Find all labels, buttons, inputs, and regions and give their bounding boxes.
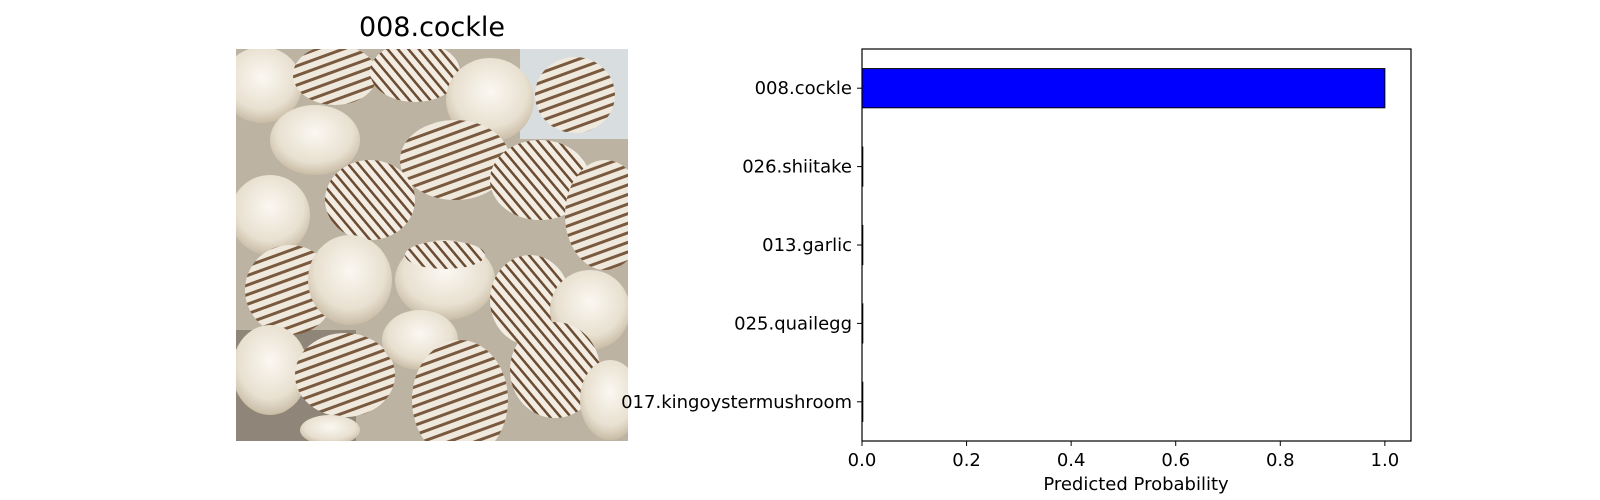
- image-title: 008.cockle: [358, 12, 506, 43]
- x-tick-label: 0.8: [1266, 450, 1295, 471]
- bar-008.cockle: [861, 68, 1386, 109]
- x-tick-label: 0.4: [1057, 450, 1086, 471]
- x-tick-label: 1.0: [1371, 450, 1400, 471]
- y-tick-label: 017.kingoystermushroom: [621, 392, 852, 413]
- x-tick-label: 0.0: [848, 450, 877, 471]
- x-axis-label: Predicted Probability: [1043, 474, 1229, 495]
- x-tick-label: 0.2: [952, 450, 981, 471]
- y-tick-label: 008.cockle: [755, 78, 852, 99]
- x-tick-label: 0.6: [1161, 450, 1190, 471]
- y-tick-label: 013.garlic: [762, 235, 852, 256]
- y-tick-label: 026.shiitake: [742, 157, 852, 178]
- y-tick-label: 025.quailegg: [734, 313, 852, 334]
